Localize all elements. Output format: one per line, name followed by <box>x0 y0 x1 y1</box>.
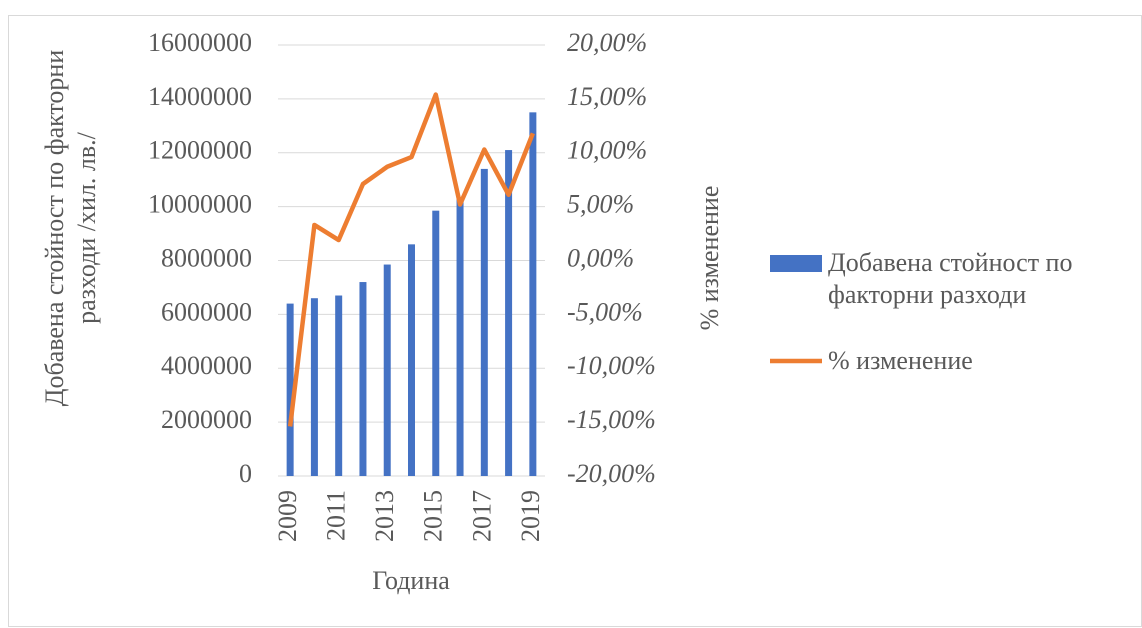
y-tick-label: 16000000 <box>148 28 252 57</box>
legend-swatch <box>770 255 822 272</box>
y2-tick-label: 10,00% <box>567 136 647 165</box>
x-tick-label: 2013 <box>370 490 399 542</box>
y2-tick-label: -15,00% <box>567 405 656 434</box>
bar <box>529 112 537 476</box>
x-tick-label: 2011 <box>322 490 351 541</box>
y2-tick-label: 0,00% <box>567 243 634 272</box>
bar <box>310 298 318 476</box>
y-axis-label: Добавена стойност по факторни разходи /х… <box>40 49 101 407</box>
bar <box>480 168 488 476</box>
bar <box>286 303 294 476</box>
line <box>287 92 535 427</box>
bar <box>505 150 513 476</box>
y2-tick-label: -5,00% <box>567 297 643 326</box>
x-tick-label: 2017 <box>467 490 496 542</box>
y2-tick-label: -20,00% <box>567 459 656 488</box>
bar <box>456 198 464 476</box>
x-axis-label: Година <box>372 566 450 595</box>
y2-tick-label: -10,00% <box>567 351 656 380</box>
y-tick-label: 10000000 <box>148 190 252 219</box>
y2-tick-label: 20,00% <box>567 28 647 57</box>
y2-tick-label: 5,00% <box>567 190 634 219</box>
legend-label: % изменение <box>828 346 973 375</box>
bar <box>408 244 415 476</box>
y-tick-label: 6000000 <box>161 297 252 326</box>
bar <box>432 210 440 476</box>
y-tick-label: 4000000 <box>161 351 252 380</box>
x-tick-label: 2009 <box>273 490 302 542</box>
y-tick-label: 14000000 <box>148 82 252 111</box>
y2-tick-label: 15,00% <box>567 82 647 111</box>
bar <box>383 264 391 476</box>
legend-label: Добавена стойност по факторни разходи <box>828 248 1073 309</box>
bar <box>335 295 343 476</box>
y2-axis-label: % изменение <box>695 186 724 331</box>
y-tick-label: 12000000 <box>148 136 252 165</box>
x-tick-label: 2015 <box>419 490 448 542</box>
bar <box>359 282 367 476</box>
y-tick-label: 0 <box>239 459 252 488</box>
y-tick-label: 8000000 <box>161 243 252 272</box>
y-tick-label: 2000000 <box>161 405 252 434</box>
x-tick-label: 2019 <box>516 490 545 542</box>
